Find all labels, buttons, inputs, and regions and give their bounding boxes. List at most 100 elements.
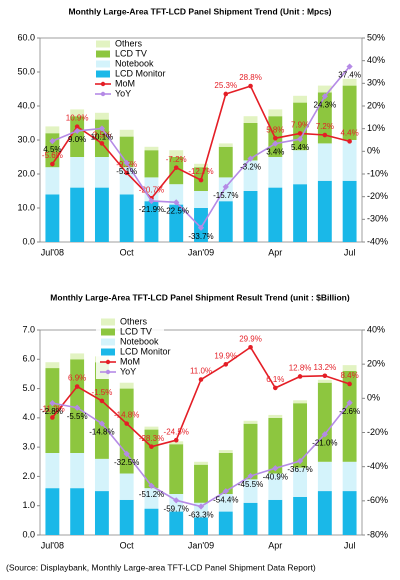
y2-tick-label: 10% <box>367 123 385 133</box>
x-tick-label: Apr <box>268 247 282 257</box>
x-tick-label: Jul <box>344 247 356 257</box>
bar-segment <box>243 123 258 161</box>
bar-segment <box>243 191 258 242</box>
data-label: -45.5% <box>238 480 263 489</box>
bar-segment <box>144 508 159 535</box>
line-marker <box>74 127 81 135</box>
bar-segment <box>317 92 332 144</box>
y-tick-label: 20.0 <box>17 168 35 178</box>
bar-segment <box>70 187 85 242</box>
y-tick-label: 0.0 <box>22 529 35 539</box>
y-tick-label: 7.0 <box>22 324 35 334</box>
bar-segment <box>317 143 332 181</box>
bar-segment <box>45 488 60 535</box>
bar-segment <box>218 450 233 453</box>
legend-label: LCD Monitor <box>120 346 171 356</box>
legend-label: MoM <box>120 356 140 366</box>
bar-segment <box>342 180 357 242</box>
x-tick-label: Jul'08 <box>41 247 64 257</box>
bar-segment <box>94 362 109 459</box>
legend-marker <box>105 359 111 365</box>
x-tick-label: Oct <box>120 540 135 550</box>
bar-segment <box>342 78 357 86</box>
y2-tick-label: -80% <box>367 529 388 539</box>
line-marker <box>273 135 278 141</box>
bar-segment <box>317 461 332 492</box>
data-label: -33.7% <box>188 232 213 241</box>
legend-swatch <box>96 60 110 68</box>
bar-segment <box>194 502 208 518</box>
bar-segment <box>218 201 233 242</box>
bar-segment <box>94 157 109 188</box>
y2-tick-label: -10% <box>367 168 388 178</box>
line-marker <box>322 132 328 138</box>
bar-segment <box>243 116 258 123</box>
bar-segment <box>169 157 184 185</box>
line-marker <box>222 183 229 191</box>
y-tick-label: 1.0 <box>22 500 35 510</box>
legend-swatch <box>96 40 110 48</box>
legend-label: MoM <box>115 78 135 88</box>
bar-segment <box>268 414 283 418</box>
line-marker <box>248 344 253 350</box>
data-label: 13.2% <box>314 363 337 372</box>
line-marker <box>98 125 106 132</box>
bar-segment <box>218 143 233 147</box>
bar-segment <box>293 95 308 103</box>
bar-segment <box>94 491 109 535</box>
data-label: 10.9% <box>66 114 89 123</box>
data-label: -32.5% <box>114 458 139 467</box>
bar-segment <box>268 473 283 500</box>
data-label: -5.1% <box>116 167 137 176</box>
legend-marker <box>100 81 106 87</box>
data-label: -24.5% <box>164 427 189 436</box>
data-label: -21.0% <box>312 438 337 447</box>
legend-label: LCD Monitor <box>115 68 166 78</box>
y2-tick-label: 20% <box>367 359 385 369</box>
bar-segment <box>218 494 233 512</box>
legend-label: Notebook <box>115 58 154 68</box>
bar-segment <box>342 491 357 535</box>
line-marker <box>173 497 180 504</box>
data-label: -28.3% <box>139 434 164 443</box>
bar-segment <box>119 388 134 474</box>
bar-segment <box>243 420 258 424</box>
data-label: -5.5% <box>67 412 88 421</box>
bar-segment <box>70 116 85 157</box>
bar-segment <box>218 453 233 494</box>
x-tick-label: Jan'09 <box>188 247 214 257</box>
data-label: 25.3% <box>214 81 237 90</box>
bar-segment <box>293 467 308 497</box>
legend-swatch <box>101 348 115 356</box>
bar-segment <box>194 517 208 535</box>
x-tick-label: Jul <box>344 540 356 550</box>
bar-segment <box>169 444 184 494</box>
bar-segment <box>317 85 332 93</box>
bar-segment <box>169 204 184 242</box>
bar-segment <box>293 150 308 185</box>
line-marker <box>124 421 129 426</box>
data-label: 28.8% <box>239 73 262 82</box>
y-tick-label: 3.0 <box>22 442 35 452</box>
bar-segment <box>70 109 85 117</box>
line-marker <box>74 384 80 389</box>
chart-title: Monthly Large-Area TFT-LCD Panel Shipmen… <box>50 292 350 302</box>
legend-label: Others <box>115 38 143 48</box>
bar-segment <box>144 150 159 178</box>
y-tick-label: 30.0 <box>17 134 35 144</box>
line-marker <box>296 135 304 143</box>
data-label: 24.3% <box>314 100 337 109</box>
y2-tick-label: 20% <box>367 100 385 110</box>
bar-segment <box>194 464 208 503</box>
bar-segment <box>119 499 134 535</box>
line-marker <box>99 141 105 146</box>
line-marker <box>273 385 278 391</box>
bar-segment <box>268 109 283 117</box>
bar-segment <box>70 453 85 489</box>
source-note: (Source: Displaybank, Monthly Large-area… <box>6 562 316 572</box>
bar-segment <box>317 379 332 383</box>
legend-box <box>96 317 164 379</box>
line-marker <box>247 472 254 480</box>
bar-segment <box>268 157 283 188</box>
